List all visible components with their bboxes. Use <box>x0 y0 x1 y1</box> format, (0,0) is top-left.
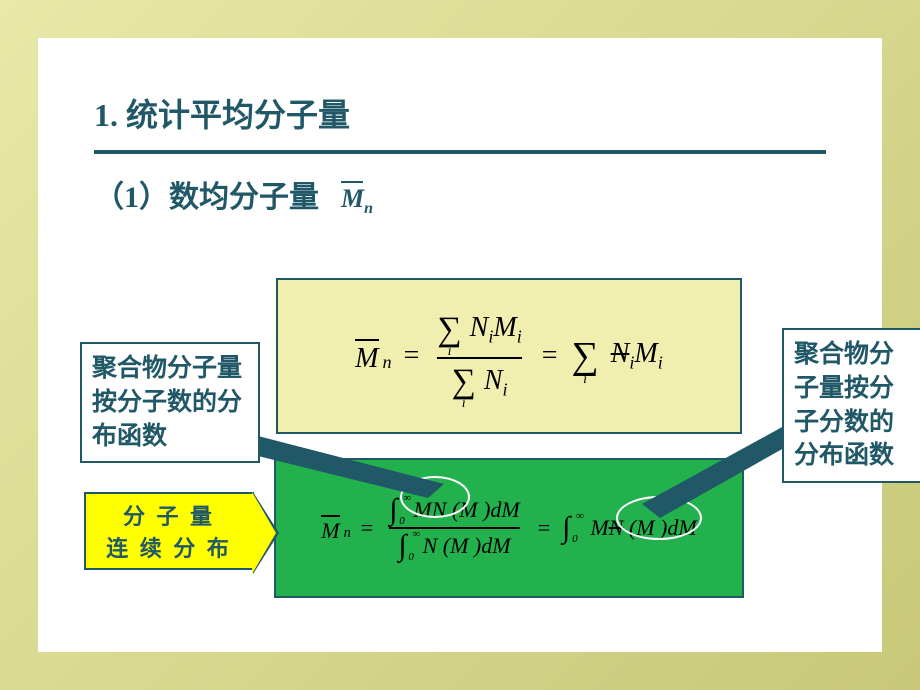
heading: 1. 统计平均分子量 <box>94 90 826 136</box>
fraction-1: ∑i NiMi ∑i Ni <box>437 312 521 401</box>
flag-label: 分 子 量 连 续 分 布 <box>84 492 254 570</box>
heading-rule <box>94 150 826 154</box>
slide: 1. 统计平均分子量 （1）数均分子量 Mn M n = ∑i NiMi <box>38 38 882 652</box>
label-left: 聚合物分子量按分子数的分布函数 <box>80 342 260 463</box>
mn-symbol: Mn <box>341 182 373 218</box>
subheading: （1）数均分子量 Mn <box>94 172 826 218</box>
lhs-M: M <box>355 337 378 375</box>
highlight-circle-1 <box>400 476 470 518</box>
formula-discrete: M n = ∑i NiMi ∑i Ni = ∑i <box>276 278 742 434</box>
highlight-circle-2 <box>616 496 702 540</box>
subheading-text: （1）数均分子量 <box>94 172 319 216</box>
label-right: 聚合物分子量按分子分数的分布函数 <box>782 328 920 483</box>
content-area: M n = ∑i NiMi ∑i Ni = ∑i <box>94 278 826 618</box>
